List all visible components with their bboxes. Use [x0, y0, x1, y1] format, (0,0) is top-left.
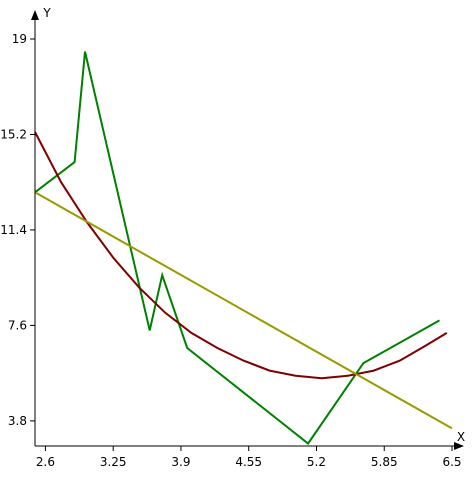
series-2-point [321, 377, 323, 379]
series-2-point [399, 360, 401, 362]
x-tick-label: 2.6 [36, 455, 55, 469]
labels-layer: 2.6 3.25 3.9 4.55 5.2 5.85 6.5 3.8 7.6 11.4 15.2 19… [0, 6, 465, 469]
x-tick-label: 3.25 [100, 455, 127, 469]
series-3-point [451, 427, 453, 429]
x-tick-label: 5.85 [371, 455, 398, 469]
y-tick-label: 19 [12, 32, 27, 46]
series-2-point [425, 345, 427, 347]
series-1-point [149, 329, 151, 331]
series-2-point [243, 360, 245, 362]
series-2-point [60, 181, 62, 183]
x-tick-label: 3.9 [171, 455, 190, 469]
y-tick-label: 7.6 [8, 318, 27, 332]
x-axis-title: X [457, 430, 465, 444]
x-tick-label: 4.55 [235, 455, 262, 469]
y-tick-label: 3.8 [8, 414, 27, 428]
series-line-2 [34, 131, 448, 380]
series-1-point [84, 51, 86, 53]
series-2-point [446, 332, 448, 334]
series-2-point [138, 287, 140, 289]
y-tick-label: 15.2 [0, 127, 27, 141]
series-1-point [186, 347, 188, 349]
series-1-point [439, 319, 441, 321]
x-tick-label: 5.2 [307, 455, 326, 469]
series-2-point [347, 375, 349, 377]
series-2-point [269, 370, 271, 372]
series-1-point [362, 362, 364, 364]
y-tick-label: 11.4 [0, 223, 27, 237]
series-2-point [164, 312, 166, 314]
series-2-point [190, 332, 192, 334]
series-2-point [216, 347, 218, 349]
series-line-3 [34, 191, 453, 430]
x-tick-label: 6.5 [442, 455, 461, 469]
series-line-1 [34, 51, 440, 445]
y-axis-title: Y [42, 6, 51, 20]
y-axis-arrow-icon [31, 10, 39, 20]
series-2-point [373, 370, 375, 372]
series-2-point [112, 257, 114, 259]
axes-layer [30, 10, 464, 451]
series-1-point [161, 274, 163, 276]
x-axis-arrow-icon [454, 442, 464, 450]
series-layer [34, 51, 453, 445]
series-1-point [307, 443, 309, 445]
series-1-point [74, 161, 76, 163]
series-2-point [295, 375, 297, 377]
